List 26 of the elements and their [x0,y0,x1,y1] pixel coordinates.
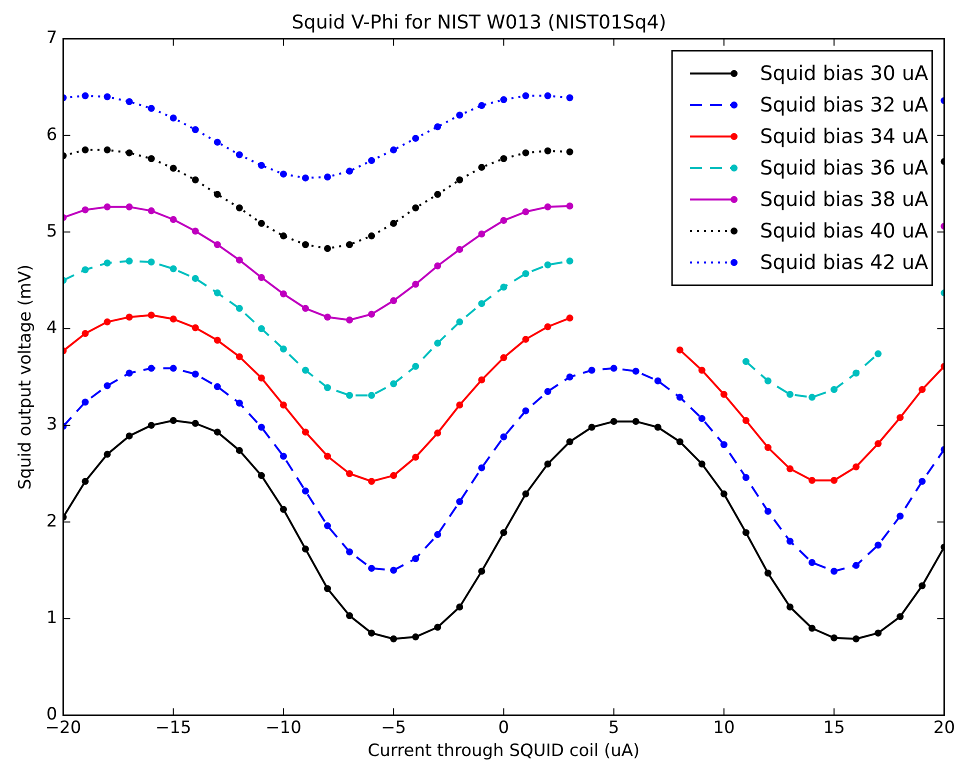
x-axis-title: Current through SQUID coil (uA) [368,741,640,762]
x-tick-label: 15 [823,718,845,738]
x-tick-label: −5 [381,718,406,738]
x-tick-label: 0 [498,718,510,738]
x-tick-label: 20 [933,718,956,738]
y-tick-label: 6 [46,124,58,145]
legend-label: Squid bias 36 uA [760,155,928,180]
x-tick-label: −10 [266,718,302,738]
x-tick-label: 5 [608,718,620,738]
legend-label: Squid bias 34 uA [760,124,928,148]
y-tick-label: 5 [46,221,58,242]
x-tick-label: −15 [155,718,192,738]
legend-label: Squid bias 32 uA [760,92,928,116]
legend-label: Squid bias 40 uA [760,218,928,242]
y-tick-label: 2 [46,511,58,532]
x-tick-label: 10 [713,718,735,738]
legend-label: Squid bias 38 uA [760,186,928,211]
chart-title: Squid V-Phi for NIST W013 (NIST01Sq4) [292,11,666,34]
legend-label: Squid bias 30 uA [760,60,928,85]
legend-label: Squid bias 42 uA [760,250,928,274]
y-axis-title: Squid output voltage (mV) [16,264,36,490]
y-tick-label: 0 [46,704,58,725]
y-tick-label: 1 [46,608,58,628]
y-tick-label: 7 [46,28,58,48]
y-tick-label: 4 [46,318,58,338]
y-tick-label: 3 [46,414,58,435]
